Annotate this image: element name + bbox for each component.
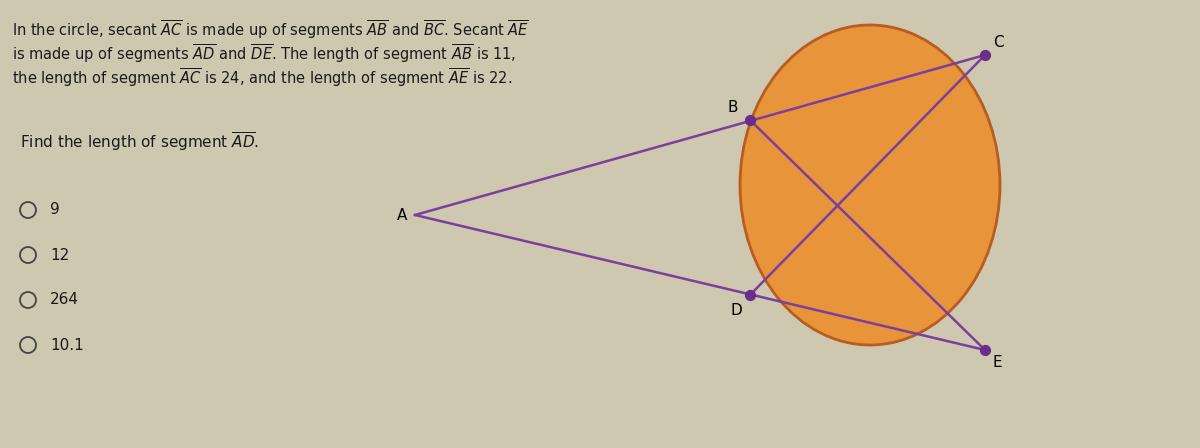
Text: 264: 264 xyxy=(50,293,79,307)
Text: E: E xyxy=(994,355,1003,370)
Text: 10.1: 10.1 xyxy=(50,337,84,353)
Text: C: C xyxy=(994,35,1003,50)
Text: Find the length of segment $\overline{AD}$.: Find the length of segment $\overline{AD… xyxy=(20,130,259,153)
Text: is made up of segments $\overline{AD}$ and $\overline{DE}$. The length of segmen: is made up of segments $\overline{AD}$ a… xyxy=(12,42,516,65)
Ellipse shape xyxy=(740,25,1000,345)
Text: A: A xyxy=(397,207,407,223)
Text: 9: 9 xyxy=(50,202,60,217)
Text: B: B xyxy=(727,100,738,115)
Point xyxy=(976,52,995,59)
Text: 12: 12 xyxy=(50,247,70,263)
Point xyxy=(740,291,760,298)
Text: In the circle, secant $\overline{AC}$ is made up of segments $\overline{AB}$ and: In the circle, secant $\overline{AC}$ is… xyxy=(12,18,529,41)
Text: D: D xyxy=(731,303,742,318)
Point xyxy=(740,116,760,124)
Text: the length of segment $\overline{AC}$ is 24, and the length of segment $\overlin: the length of segment $\overline{AC}$ is… xyxy=(12,66,512,89)
Point xyxy=(976,346,995,353)
